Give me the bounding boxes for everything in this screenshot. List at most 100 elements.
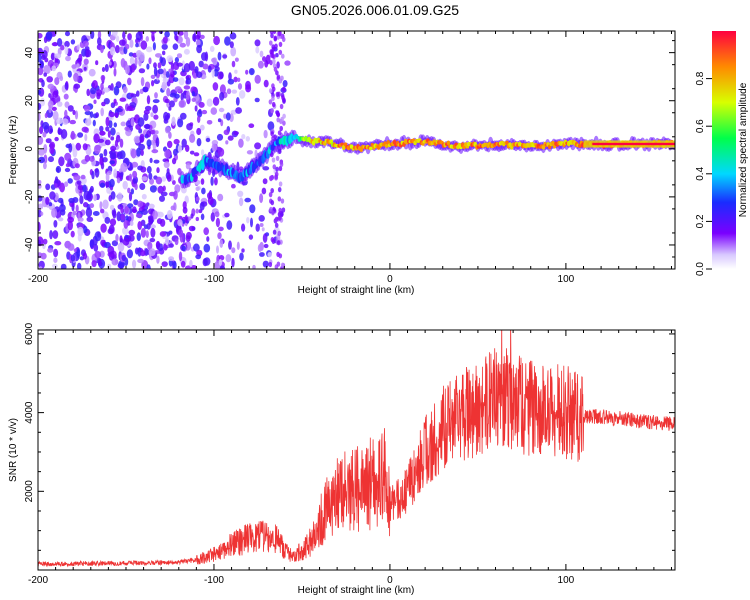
noise-speckle bbox=[49, 230, 53, 240]
noise-speckle bbox=[271, 53, 275, 59]
noise-speckle bbox=[100, 45, 104, 54]
x-tick-label: -100 bbox=[204, 274, 224, 285]
noise-speckle bbox=[130, 148, 137, 159]
noise-speckle bbox=[55, 165, 62, 174]
noise-speckle bbox=[84, 133, 88, 142]
noise-speckle bbox=[137, 258, 145, 264]
noise-speckle bbox=[130, 188, 134, 195]
noise-speckle bbox=[271, 86, 276, 92]
noise-speckle bbox=[45, 183, 51, 191]
noise-speckle bbox=[267, 121, 275, 131]
noise-speckle bbox=[199, 124, 205, 131]
noise-speckle bbox=[184, 214, 188, 224]
noise-speckle bbox=[182, 245, 186, 251]
noise-speckle bbox=[234, 69, 238, 74]
noise-speckle bbox=[172, 157, 177, 165]
noise-speckle bbox=[72, 109, 76, 116]
noise-speckle bbox=[248, 68, 255, 76]
noise-speckle bbox=[275, 111, 280, 117]
noise-speckle bbox=[197, 115, 201, 123]
x-tick-label: 100 bbox=[558, 274, 575, 285]
noise-speckle bbox=[146, 95, 151, 105]
noise-speckle bbox=[47, 247, 54, 253]
noise-speckle bbox=[276, 240, 281, 246]
noise-speckle bbox=[276, 61, 280, 69]
ridge-tail-core bbox=[592, 142, 675, 146]
noise-speckle bbox=[99, 131, 106, 136]
noise-speckle bbox=[42, 121, 50, 130]
spectrogram-marks bbox=[38, 31, 675, 269]
noise-speckle bbox=[275, 166, 279, 172]
noise-speckle bbox=[54, 53, 62, 59]
noise-speckle bbox=[177, 118, 184, 128]
noise-speckle bbox=[226, 88, 232, 95]
noise-speckle bbox=[200, 178, 205, 185]
noise-speckle bbox=[44, 57, 49, 63]
noise-speckle bbox=[274, 222, 279, 228]
noise-speckle bbox=[76, 180, 82, 185]
noise-speckle bbox=[152, 99, 160, 104]
noise-speckle bbox=[38, 67, 44, 76]
noise-speckle bbox=[237, 83, 243, 90]
noise-speckle bbox=[255, 223, 260, 232]
noise-speckle bbox=[129, 220, 134, 226]
noise-speckle bbox=[246, 217, 250, 224]
noise-speckle bbox=[93, 194, 97, 202]
noise-speckle bbox=[270, 200, 275, 206]
noise-speckle bbox=[147, 215, 154, 221]
noise-speckle bbox=[63, 93, 69, 100]
noise-speckle bbox=[137, 117, 145, 127]
noise-speckle bbox=[235, 107, 243, 114]
noise-speckle bbox=[263, 129, 268, 139]
noise-speckle bbox=[157, 185, 164, 194]
noise-speckle bbox=[146, 264, 151, 269]
noise-speckle bbox=[60, 263, 67, 269]
noise-speckle bbox=[172, 43, 179, 50]
noise-speckle bbox=[169, 100, 175, 108]
snr-xlabel: Height of straight line (km) bbox=[298, 585, 415, 596]
noise-speckle bbox=[148, 203, 155, 209]
noise-speckle bbox=[52, 90, 59, 98]
noise-speckle bbox=[276, 251, 280, 257]
noise-speckle bbox=[64, 40, 70, 48]
noise-speckle bbox=[170, 205, 175, 211]
noise-speckle bbox=[280, 116, 284, 122]
noise-speckle bbox=[110, 191, 116, 200]
ridge-cell bbox=[446, 140, 451, 146]
noise-speckle bbox=[38, 203, 44, 210]
noise-speckle bbox=[238, 197, 244, 207]
noise-speckle bbox=[217, 118, 222, 123]
noise-speckle bbox=[280, 198, 285, 204]
noise-speckle bbox=[231, 60, 236, 68]
noise-speckle bbox=[219, 239, 224, 248]
noise-speckle bbox=[143, 112, 149, 121]
noise-speckle bbox=[145, 46, 153, 53]
noise-speckle bbox=[217, 193, 224, 202]
noise-speckle bbox=[110, 145, 117, 152]
noise-speckle bbox=[163, 111, 169, 121]
snr-panel: -200 -100 0 100 2000 4000 6000 Height of strai… bbox=[8, 322, 676, 596]
noise-speckle bbox=[219, 265, 225, 269]
noise-speckle bbox=[167, 140, 173, 149]
noise-speckle bbox=[117, 262, 125, 268]
noise-speckle bbox=[51, 208, 58, 218]
noise-speckle bbox=[69, 119, 76, 125]
noise-speckle bbox=[201, 187, 206, 195]
noise-speckle bbox=[109, 152, 117, 160]
noise-speckle bbox=[122, 237, 130, 246]
x-tick-label: -100 bbox=[204, 575, 224, 586]
noise-speckle bbox=[180, 260, 186, 268]
noise-speckle bbox=[84, 110, 92, 116]
noise-speckle bbox=[284, 60, 291, 66]
noise-speckle bbox=[92, 211, 100, 216]
noise-speckle bbox=[140, 219, 146, 226]
noise-speckle bbox=[199, 34, 205, 40]
noise-speckle bbox=[281, 207, 286, 213]
noise-speckle bbox=[41, 79, 45, 88]
noise-speckle bbox=[79, 195, 84, 205]
noise-speckle bbox=[217, 147, 225, 157]
noise-speckle bbox=[267, 252, 273, 258]
noise-speckle bbox=[100, 82, 104, 91]
noise-speckle bbox=[150, 112, 154, 118]
noise-speckle bbox=[48, 125, 53, 134]
